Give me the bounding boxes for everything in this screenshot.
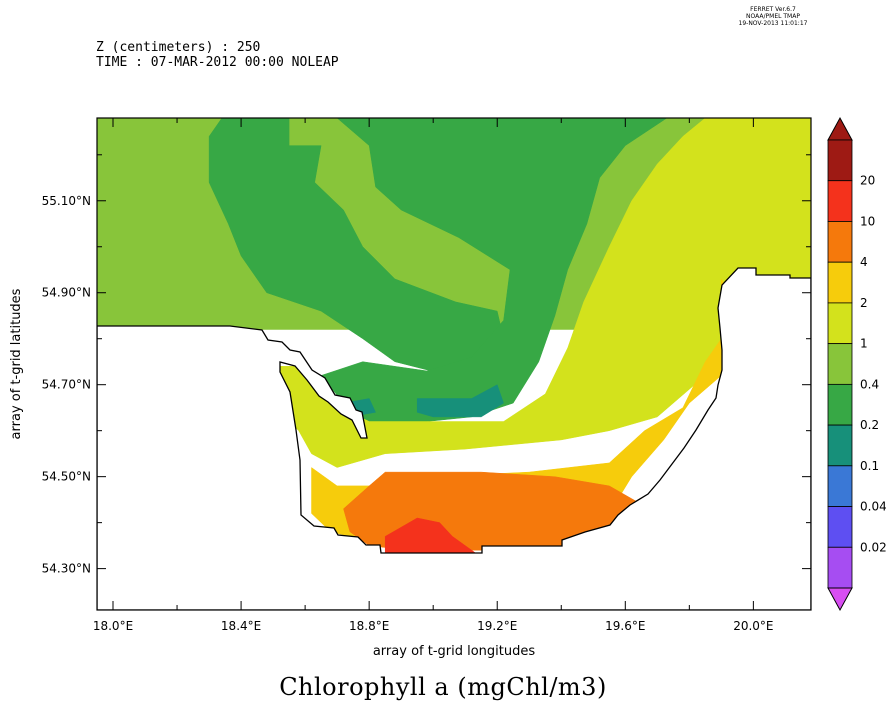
colorbar-label-4: 1 [860, 337, 868, 351]
y-tick-label-3: 54.90°N [42, 286, 91, 300]
colorbar-swatch-9 [828, 507, 852, 548]
colorbar: 20 10 4 2 1 0.4 0.2 0.1 0.04 0.02 [828, 118, 886, 610]
colorbar-label-1: 10 [860, 214, 875, 228]
y-tick-label-0: 54.30°N [42, 562, 91, 576]
colorbar-swatch-6 [828, 384, 852, 425]
x-tick-label-0: 18.0°E [93, 619, 133, 633]
x-tick-label-4: 19.6°E [605, 619, 645, 633]
colorbar-label-6: 0.2 [860, 418, 879, 432]
y-tick-label-2: 54.70°N [42, 378, 91, 392]
y-tick-label-1: 54.50°N [42, 470, 91, 484]
y-axis-label: array of t-grid latitudes [9, 288, 24, 439]
x-tick-label-3: 19.2°E [477, 619, 517, 633]
colorbar-label-0: 20 [860, 174, 875, 188]
colorbar-swatch-5 [828, 344, 852, 385]
chart-title: Chlorophyll a (mgChl/m3) [0, 673, 886, 701]
colorbar-label-5: 0.4 [860, 377, 879, 391]
colorbar-swatch-1 [828, 181, 852, 222]
y-tick-label-4: 55.10°N [42, 194, 91, 208]
colorbar-swatch-2 [828, 221, 852, 262]
colorbar-label-7: 0.1 [860, 459, 879, 473]
x-axis-label: array of t-grid longitudes [373, 644, 536, 659]
colorbar-swatch-7 [828, 425, 852, 466]
colorbar-swatch-3 [828, 262, 852, 303]
colorbar-swatch-8 [828, 466, 852, 507]
colorbar-label-9: 0.02 [860, 540, 886, 554]
colorbar-swatch-10 [828, 547, 852, 588]
x-tick-label-1: 18.4°E [221, 619, 261, 633]
x-tick-label-2: 18.8°E [349, 619, 389, 633]
x-tick-label-5: 20.0°E [733, 619, 773, 633]
colorbar-swatch-4 [828, 303, 852, 344]
colorbar-swatch-0 [828, 140, 852, 181]
colorbar-under-arrow [828, 588, 852, 610]
colorbar-label-3: 2 [860, 296, 868, 310]
colorbar-label-2: 4 [860, 255, 868, 269]
colorbar-label-8: 0.04 [860, 500, 886, 514]
colorbar-over-arrow [828, 118, 852, 140]
